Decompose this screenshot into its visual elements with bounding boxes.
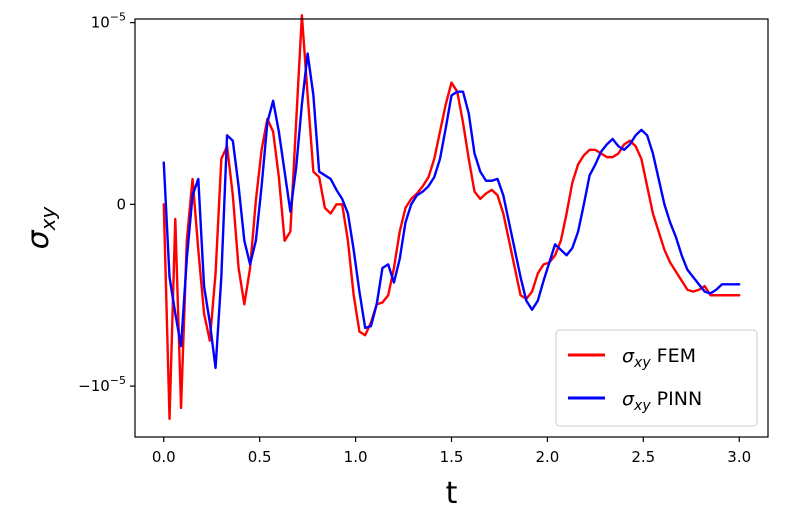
- plot-lines-layer: [162, 14, 741, 421]
- x-tick-label: 1.0: [344, 448, 368, 466]
- y-tick-exponent: −5: [110, 11, 126, 24]
- x-tick-label: 0.0: [152, 448, 176, 466]
- y-tick-label: 0: [116, 195, 126, 213]
- x-axis-title: t: [446, 476, 458, 511]
- series-line-pinn: [162, 52, 741, 370]
- y-tick-exponent: −5: [110, 374, 126, 387]
- x-tick-label: 2.0: [535, 448, 559, 466]
- y-axis-title-symbol: σ: [21, 229, 56, 249]
- legend-fem-label: σxy FEM: [622, 345, 696, 371]
- legend-fem-subscript: xy: [633, 355, 651, 371]
- y-axis-title-subscript: xy: [36, 205, 60, 231]
- y-tick-base: 10: [91, 14, 110, 32]
- legend-pinn-label: σxy PINN: [622, 388, 702, 414]
- legend-pinn-suffix: PINN: [651, 388, 703, 410]
- series-line-fem: [162, 14, 741, 421]
- x-tick-label: 0.5: [248, 448, 272, 466]
- legend-pinn-symbol: σ: [622, 388, 635, 410]
- y-tick-label: 10−5: [91, 11, 126, 32]
- legend-box: [555, 329, 758, 427]
- x-tick-label: 3.0: [727, 448, 751, 466]
- y-axis-ticks: 10−50−10−5: [78, 11, 135, 395]
- y-tick-base: 0: [116, 195, 126, 213]
- y-tick-base: −10: [78, 377, 110, 395]
- x-tick-label: 1.5: [440, 448, 464, 466]
- legend-pinn-subscript: xy: [633, 398, 651, 414]
- y-tick-label: −10−5: [78, 374, 126, 395]
- legend-fem-suffix: FEM: [651, 345, 696, 367]
- x-tick-label: 2.5: [631, 448, 655, 466]
- legend: σxy FEM σxy PINN: [555, 329, 758, 427]
- y-axis-title: σxy: [21, 205, 60, 249]
- legend-fem-symbol: σ: [622, 345, 635, 367]
- x-axis-ticks: 0.0 0.5 1.0 1.5 2.0 2.5 3.0: [152, 437, 751, 466]
